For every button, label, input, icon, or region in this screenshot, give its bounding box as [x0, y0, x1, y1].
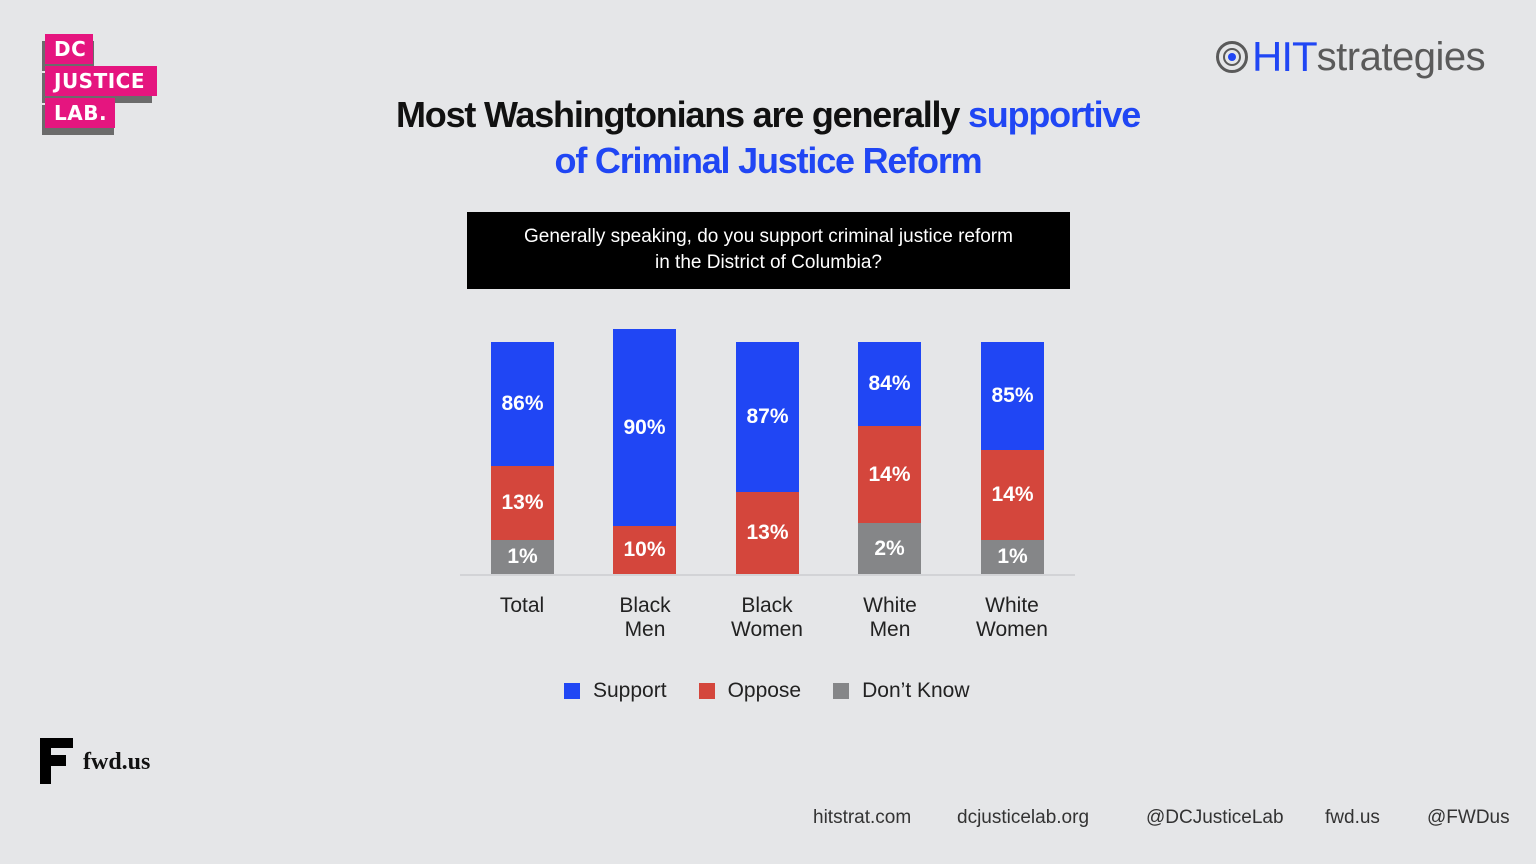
question-line-1: Generally speaking, do you support crimi… [524, 226, 1013, 247]
category-label-white-men: White Men [820, 594, 960, 642]
logo-line-lab: LAB. [45, 98, 115, 128]
title-text: Most Washingtonians are generally [395, 94, 968, 135]
category-label-black-women: Black Women [697, 594, 837, 642]
category-label-white-women: White Women [942, 594, 1082, 642]
footer-link-fwdus-twitter[interactable]: @FWDus [1427, 807, 1510, 828]
bar-total: 86% 13% 1% [491, 342, 554, 574]
segment-dont-know: 2% [858, 523, 921, 574]
category-label-line: Black [741, 594, 793, 617]
legend-item-dont-know: Don’t Know [833, 679, 970, 703]
segment-support: 87% [736, 342, 799, 492]
footer-link-dcjusticelab[interactable]: dcjusticelab.org [957, 807, 1090, 828]
bar-black-men: 90% 10% [613, 329, 676, 574]
title-line-1: Most Washingtonians are generally suppor… [0, 92, 1536, 138]
chart-legend: Support Oppose Don’t Know [564, 679, 1002, 703]
logo-strategies-text: strategies [1316, 35, 1486, 79]
category-label-line: Men [624, 618, 666, 641]
legend-item-support: Support [564, 679, 667, 703]
segment-oppose: 13% [736, 492, 799, 574]
title-line-2: of Criminal Justice Reform [554, 140, 983, 181]
legend-swatch-dont-know [833, 683, 850, 699]
logo-hit-text: HIT [1252, 33, 1318, 80]
page-title: Most Washingtonians are generally suppor… [0, 92, 1536, 184]
survey-question-box: Generally speaking, do you support crimi… [467, 212, 1070, 289]
footer-link-fwdus[interactable]: fwd.us [1325, 807, 1380, 828]
segment-support: 90% [613, 329, 676, 526]
legend-swatch-support [564, 683, 580, 699]
footer-link-hitstrat[interactable]: hitstrat.com [813, 807, 912, 828]
footer-link-dcjusticelab-twitter[interactable]: @DCJusticeLab [1146, 807, 1284, 828]
category-label-black-men: Black Men [575, 594, 715, 642]
category-label-line: White [985, 594, 1039, 617]
question-line-2: in the District of Columbia? [654, 252, 883, 273]
fwd-us-logo: fwd.us [40, 738, 150, 784]
hit-strategies-logo: HIT strategies [1216, 33, 1486, 80]
legend-label: Don’t Know [862, 679, 970, 702]
bar-black-women: 87% 13% [736, 342, 799, 574]
legend-item-oppose: Oppose [698, 679, 802, 703]
bar-white-men: 84% 14% 2% [858, 342, 921, 574]
bar-white-women: 85% 14% 1% [981, 342, 1044, 574]
category-label-line: Total [499, 594, 545, 617]
category-label-line: Women [976, 618, 1048, 641]
category-label-line: White [863, 594, 917, 617]
segment-oppose: 13% [491, 466, 554, 540]
logo-line-justice: JUSTICE [45, 66, 157, 96]
legend-label: Oppose [727, 679, 802, 702]
footer-links: hitstrat.com dcjusticelab.org @DCJustice… [0, 805, 1536, 831]
category-label-line: Black [619, 594, 671, 617]
legend-swatch-oppose [698, 683, 715, 699]
segment-support: 84% [858, 342, 921, 426]
segment-support: 85% [981, 342, 1044, 450]
title-accent: supportive [967, 94, 1141, 135]
segment-dont-know: 1% [981, 540, 1044, 574]
segment-dont-know: 1% [491, 540, 554, 574]
logo-line-dc: DC [45, 34, 93, 64]
segment-oppose: 14% [981, 450, 1044, 540]
x-axis-line [460, 574, 1075, 576]
target-icon [1216, 41, 1248, 73]
category-label-total: Total [452, 594, 592, 618]
segment-oppose: 14% [858, 426, 921, 523]
segment-oppose: 10% [613, 526, 676, 574]
legend-label: Support [593, 679, 667, 702]
fwd-f-mark-icon [40, 738, 74, 784]
category-label-line: Men [869, 618, 911, 641]
category-label-line: Women [731, 618, 803, 641]
segment-support: 86% [491, 342, 554, 466]
fwd-us-wordmark: fwd.us [83, 748, 151, 775]
